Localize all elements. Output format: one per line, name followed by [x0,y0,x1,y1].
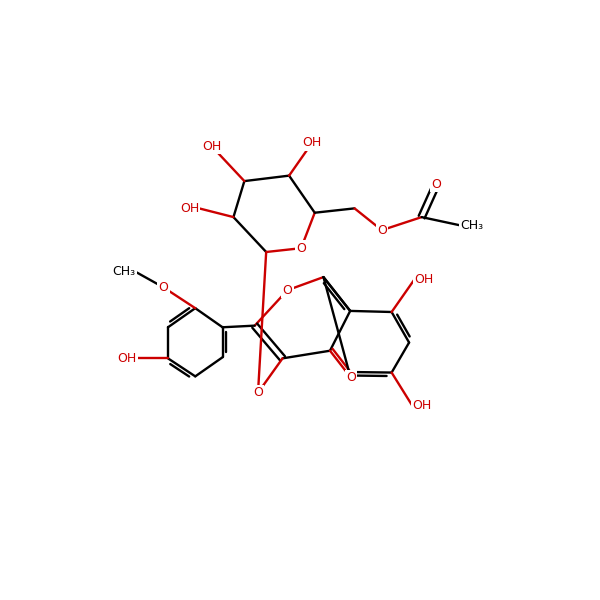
Text: CH₃: CH₃ [460,219,483,232]
Text: O: O [158,281,169,294]
Text: CH₃: CH₃ [112,265,135,278]
Text: OH: OH [302,136,322,149]
Text: O: O [253,386,263,399]
Text: O: O [346,371,356,384]
Text: O: O [283,284,292,296]
Text: OH: OH [412,400,431,412]
Text: O: O [431,178,442,191]
Text: OH: OH [117,352,136,365]
Text: OH: OH [415,273,434,286]
Text: OH: OH [180,202,199,215]
Text: OH: OH [202,140,221,152]
Text: O: O [296,242,306,254]
Text: O: O [377,224,387,236]
